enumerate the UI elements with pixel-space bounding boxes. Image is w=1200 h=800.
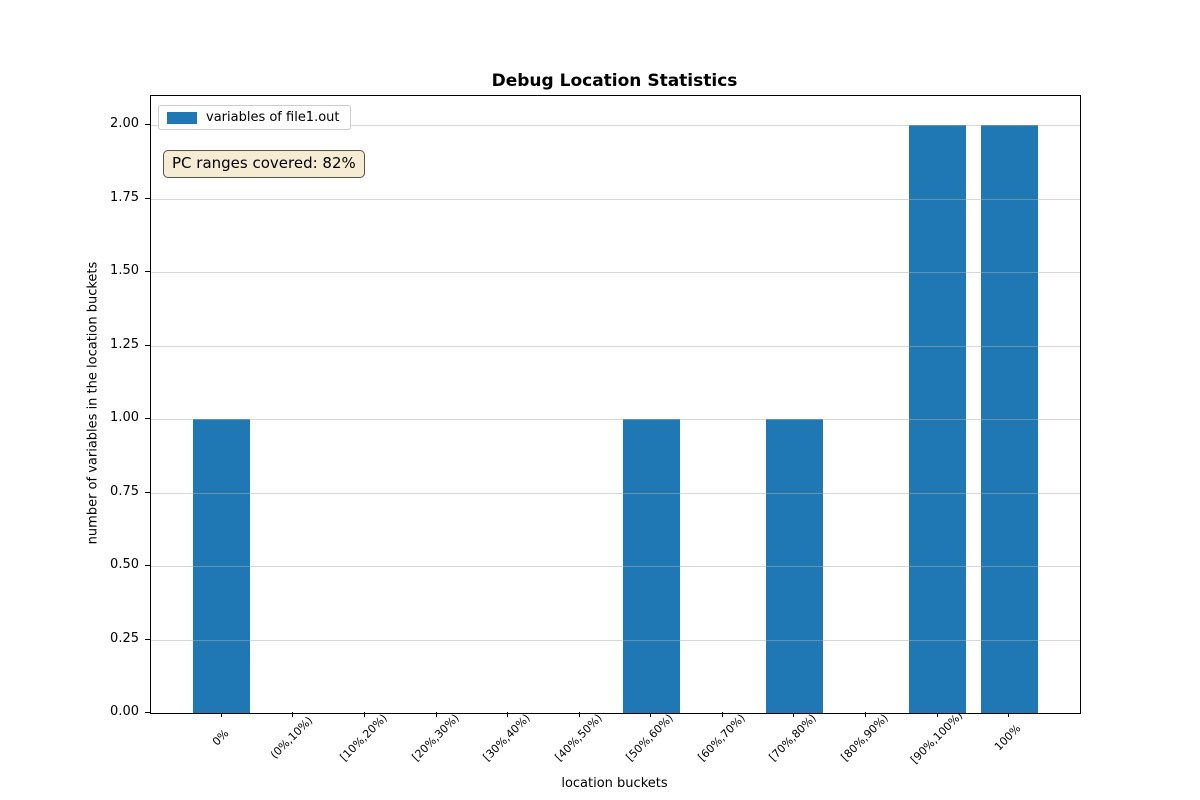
y-tick [145, 638, 150, 640]
y-tick-label: 1.75 [110, 189, 139, 205]
x-tick [435, 712, 437, 717]
x-tick [936, 712, 938, 717]
gridline [151, 419, 1080, 421]
gridline [151, 345, 1080, 347]
legend-swatch-icon [167, 111, 197, 124]
y-tick-label: 0.25 [110, 630, 139, 646]
x-tick [721, 712, 723, 717]
x-tick-label: 100% [992, 721, 1024, 754]
x-tick-label: [60%,70%) [695, 711, 748, 764]
x-tick-label: (0%,10%) [268, 713, 316, 762]
chart-title: Debug Location Statistics [491, 71, 738, 91]
x-tick [578, 712, 580, 717]
x-tick-label: [80%,90%) [838, 711, 891, 764]
x-tick-label: [40%,50%) [552, 711, 605, 764]
x-tick-label: 0% [209, 726, 232, 749]
y-axis-label: number of variables in the location buck… [85, 261, 101, 545]
y-tick-label: 0.00 [110, 704, 139, 719]
y-tick [145, 124, 150, 126]
y-tick [145, 565, 150, 567]
x-tick [220, 712, 222, 717]
gridline [151, 272, 1080, 274]
y-tick [145, 271, 150, 273]
x-tick [1008, 712, 1010, 717]
y-tick-label: 0.50 [110, 557, 139, 573]
gridline [151, 125, 1080, 127]
x-tick [363, 712, 365, 717]
x-tick-label: [10%,20%) [337, 711, 390, 764]
x-tick-label: [90%,100%) [907, 709, 965, 767]
gridline [151, 566, 1080, 568]
legend-label: variables of file1.out [206, 110, 340, 125]
x-tick [793, 712, 795, 717]
plot-area: variables of file1.out PC ranges covered… [150, 95, 1081, 714]
pc-ranges-annotation-text: PC ranges covered: 82% [172, 154, 356, 172]
y-tick [145, 491, 150, 493]
x-tick [650, 712, 652, 717]
gridline [151, 198, 1080, 200]
y-tick-label: 1.25 [110, 336, 139, 352]
x-tick [507, 712, 509, 717]
x-tick-label: [50%,60%) [623, 711, 677, 764]
legend: variables of file1.out [158, 105, 351, 130]
y-tick-label: 2.00 [110, 116, 139, 132]
x-tick [292, 712, 294, 717]
x-axis-label: location buckets [561, 776, 668, 791]
y-tick [145, 418, 150, 420]
x-tick-label: [30%,40%) [480, 711, 533, 764]
y-tick-label: 1.00 [110, 410, 139, 426]
y-tick [145, 344, 150, 346]
y-tick [145, 197, 150, 199]
pc-ranges-annotation: PC ranges covered: 82% [163, 150, 365, 178]
y-tick-label: 1.50 [110, 263, 139, 279]
gridline [151, 639, 1080, 641]
y-tick [145, 712, 150, 713]
y-tick-label: 0.75 [110, 483, 139, 499]
gridline [151, 492, 1080, 494]
x-tick [865, 712, 866, 717]
x-tick-label: [70%,80%) [766, 711, 820, 764]
x-tick-label: [20%,30%) [409, 711, 462, 764]
